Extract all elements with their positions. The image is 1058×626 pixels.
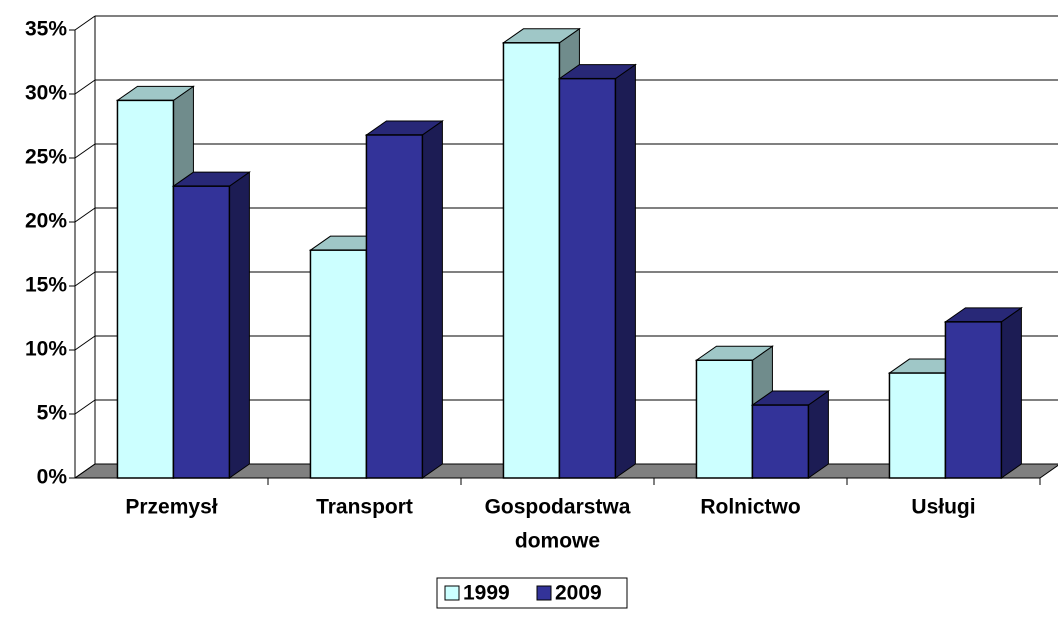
- grid-side: [74, 143, 96, 159]
- bar-side: [614, 63, 636, 479]
- grid-side: [74, 335, 96, 351]
- bar: [116, 99, 175, 479]
- bar: [944, 321, 1003, 479]
- legend-swatch: [536, 585, 552, 601]
- x-tick-label: Gospodarstwa: [485, 496, 631, 519]
- bar: [309, 249, 368, 479]
- grid-side: [74, 79, 96, 95]
- bar: [888, 372, 947, 479]
- y-tick-label: 15%: [25, 274, 67, 297]
- x-tick-label: Transport: [316, 496, 413, 519]
- grid-side: [74, 207, 96, 223]
- grid-side: [74, 463, 96, 479]
- y-tick-label: 35%: [25, 18, 67, 41]
- y-tick-label: 30%: [25, 82, 67, 105]
- grid-side: [74, 399, 96, 415]
- bar: [558, 77, 617, 479]
- x-tick-label: Rolnictwo: [700, 496, 800, 519]
- grid-side: [74, 271, 96, 287]
- y-tick-label: 5%: [37, 402, 68, 425]
- legend: 1999 2009: [436, 577, 628, 609]
- bar: [695, 359, 754, 479]
- bar: [365, 134, 424, 479]
- bar: [502, 42, 561, 479]
- y-tick-label: 0%: [37, 466, 68, 489]
- legend-label: 2009: [555, 582, 602, 605]
- bar-side: [807, 390, 829, 479]
- legend-box: [436, 577, 628, 609]
- bar-side: [421, 119, 443, 479]
- y-tick-label: 10%: [25, 338, 67, 361]
- y-tick-label: 25%: [25, 146, 67, 169]
- bar-side: [228, 171, 250, 479]
- legend-label: 1999: [463, 582, 510, 605]
- x-tick-label: Usługi: [911, 496, 975, 519]
- x-tick-label: Przemysł: [125, 496, 217, 519]
- bar: [172, 185, 231, 479]
- bar-side: [1000, 306, 1022, 479]
- legend-swatch: [444, 585, 460, 601]
- grid-side: [74, 15, 96, 31]
- x-tick-label: domowe: [515, 530, 600, 553]
- y-tick-label: 20%: [25, 210, 67, 233]
- bar: [751, 404, 810, 479]
